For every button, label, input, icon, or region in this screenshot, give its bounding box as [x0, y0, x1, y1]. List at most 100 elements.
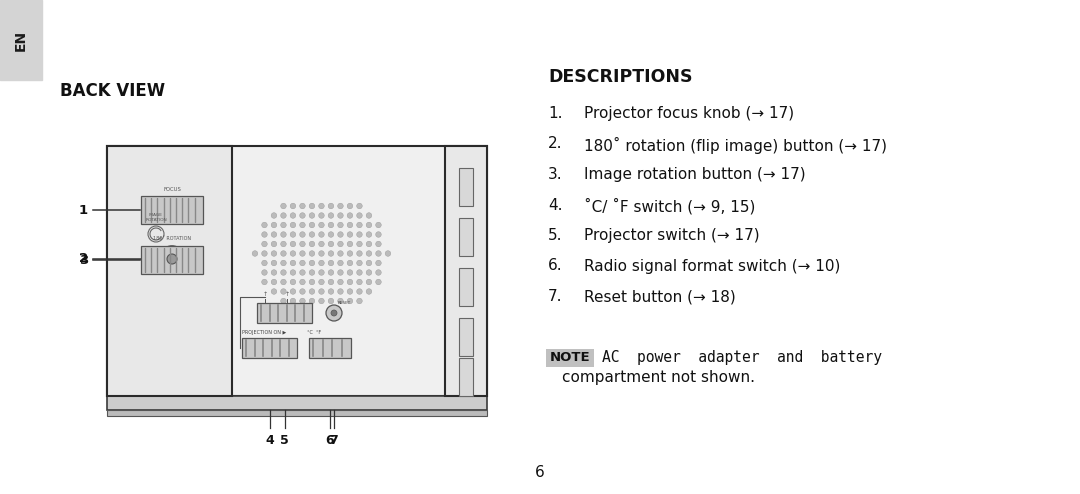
Circle shape	[328, 203, 334, 209]
Bar	[107, 396, 487, 410]
Circle shape	[366, 213, 372, 218]
Bar	[242, 338, 297, 358]
Circle shape	[356, 279, 362, 285]
Text: RESET: RESET	[338, 301, 351, 305]
Circle shape	[309, 241, 314, 247]
Bar	[257, 303, 312, 323]
Circle shape	[309, 213, 314, 218]
Circle shape	[271, 222, 276, 228]
Bar	[141, 196, 203, 224]
Circle shape	[271, 270, 276, 275]
Circle shape	[366, 288, 372, 294]
Circle shape	[309, 232, 314, 237]
Circle shape	[261, 270, 267, 275]
Text: compartment not shown.: compartment not shown.	[562, 370, 755, 385]
Circle shape	[328, 279, 334, 285]
Bar	[141, 246, 203, 274]
Circle shape	[338, 232, 343, 237]
Circle shape	[167, 254, 177, 264]
Bar	[445, 146, 487, 396]
Bar	[459, 218, 473, 256]
Circle shape	[281, 203, 286, 209]
Circle shape	[386, 250, 391, 256]
Circle shape	[376, 279, 381, 285]
Circle shape	[338, 250, 343, 256]
Circle shape	[291, 222, 296, 228]
Circle shape	[347, 260, 353, 266]
Circle shape	[338, 298, 343, 304]
Bar	[107, 410, 487, 416]
Circle shape	[299, 241, 306, 247]
Circle shape	[281, 250, 286, 256]
Circle shape	[366, 250, 372, 256]
Circle shape	[328, 213, 334, 218]
Text: 180˚ rotation (flip image) button (→ 17): 180˚ rotation (flip image) button (→ 17)	[584, 136, 887, 154]
Circle shape	[319, 250, 324, 256]
Bar	[459, 358, 473, 396]
Circle shape	[338, 241, 343, 247]
Circle shape	[281, 288, 286, 294]
Text: NOTE: NOTE	[550, 351, 591, 364]
Text: ˚C/ ˚F switch (→ 9, 15): ˚C/ ˚F switch (→ 9, 15)	[584, 198, 755, 214]
Circle shape	[356, 260, 362, 266]
Text: BACK VIEW: BACK VIEW	[60, 82, 165, 100]
Circle shape	[299, 232, 306, 237]
Circle shape	[291, 232, 296, 237]
Text: Projector focus knob (→ 17): Projector focus knob (→ 17)	[584, 106, 794, 121]
Text: EN: EN	[14, 30, 28, 50]
Circle shape	[347, 279, 353, 285]
Text: 6: 6	[535, 465, 545, 480]
Circle shape	[271, 250, 276, 256]
Text: 180˚ ROTATION: 180˚ ROTATION	[153, 236, 191, 241]
Circle shape	[376, 232, 381, 237]
Text: 2.: 2.	[548, 136, 563, 152]
Circle shape	[271, 241, 276, 247]
Circle shape	[261, 241, 267, 247]
Circle shape	[299, 298, 306, 304]
Circle shape	[299, 222, 306, 228]
Circle shape	[271, 213, 276, 218]
Circle shape	[347, 250, 353, 256]
Text: Reset button (→ 18): Reset button (→ 18)	[584, 289, 735, 304]
Circle shape	[376, 222, 381, 228]
Circle shape	[326, 305, 342, 321]
Circle shape	[319, 298, 324, 304]
Circle shape	[309, 222, 314, 228]
Bar	[107, 146, 232, 396]
Circle shape	[309, 250, 314, 256]
Circle shape	[356, 250, 362, 256]
Circle shape	[356, 222, 362, 228]
Circle shape	[319, 279, 324, 285]
Circle shape	[291, 270, 296, 275]
Circle shape	[356, 241, 362, 247]
Circle shape	[271, 260, 276, 266]
Circle shape	[338, 213, 343, 218]
Circle shape	[366, 241, 372, 247]
Text: Projector switch (→ 17): Projector switch (→ 17)	[584, 228, 759, 243]
Text: 1.: 1.	[548, 106, 563, 121]
Circle shape	[281, 298, 286, 304]
Circle shape	[338, 203, 343, 209]
Circle shape	[299, 203, 306, 209]
Text: DESCRIPTIONS: DESCRIPTIONS	[548, 68, 692, 86]
Circle shape	[347, 298, 353, 304]
Circle shape	[366, 232, 372, 237]
Circle shape	[366, 270, 372, 275]
Circle shape	[366, 222, 372, 228]
Text: 5.: 5.	[548, 228, 563, 243]
Circle shape	[366, 279, 372, 285]
Circle shape	[299, 213, 306, 218]
Circle shape	[281, 232, 286, 237]
Circle shape	[281, 213, 286, 218]
Text: ↑: ↑	[284, 292, 289, 297]
Circle shape	[328, 232, 334, 237]
Text: 3: 3	[79, 253, 89, 266]
Text: 1: 1	[79, 204, 89, 216]
Circle shape	[328, 288, 334, 294]
Text: Radio signal format switch (→ 10): Radio signal format switch (→ 10)	[584, 258, 840, 274]
Circle shape	[328, 250, 334, 256]
Text: 2: 2	[79, 252, 89, 265]
Circle shape	[347, 241, 353, 247]
Text: 7.: 7.	[548, 289, 563, 304]
Circle shape	[347, 222, 353, 228]
